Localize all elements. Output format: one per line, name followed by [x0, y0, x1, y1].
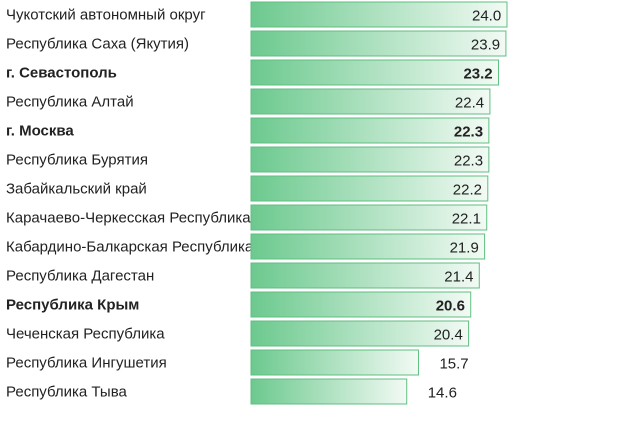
value-label: 20.4 — [434, 327, 463, 344]
category-label: Республика Саха (Якутия) — [6, 36, 189, 53]
value-label: 22.3 — [454, 153, 483, 170]
bar — [250, 59, 499, 86]
category-label: г. Севастополь — [6, 65, 117, 82]
category-label: Республика Ингушетия — [6, 355, 167, 372]
bar — [250, 175, 489, 202]
value-label: 24.0 — [472, 8, 501, 25]
category-label: г. Москва — [6, 123, 74, 140]
bar — [250, 320, 470, 347]
bar — [250, 233, 486, 260]
value-label: 20.6 — [436, 298, 465, 315]
category-label: Республика Крым — [6, 297, 139, 314]
value-label: 15.7 — [439, 356, 468, 373]
bar — [250, 349, 419, 376]
value-label: 22.3 — [454, 124, 483, 141]
value-label: 21.4 — [444, 269, 473, 286]
category-label: Кабардино-Балкарская Республика — [6, 239, 254, 256]
category-label: Карачаево-Черкесская Республика — [6, 210, 251, 227]
bar — [250, 117, 490, 144]
category-label: Чукотский автономный округ — [6, 7, 206, 24]
category-label: Республика Алтай — [6, 94, 134, 111]
value-label: 21.9 — [450, 240, 479, 257]
chart-rows: Чукотский автономный округ 24.0 Республика… — [6, 1, 508, 405]
bar — [250, 30, 507, 57]
bar — [250, 262, 480, 289]
category-label: Забайкальский край — [6, 181, 147, 198]
category-label: Республика Бурятия — [6, 152, 148, 169]
bar — [250, 204, 488, 231]
value-label: 23.9 — [471, 37, 500, 54]
bar — [250, 378, 408, 405]
category-label: Республика Тыва — [6, 384, 128, 401]
value-label: 22.4 — [455, 95, 484, 112]
category-label: Республика Дагестан — [6, 268, 154, 285]
value-label: 22.2 — [453, 182, 482, 199]
value-label: 23.2 — [463, 66, 492, 83]
bar — [250, 146, 490, 173]
bar — [250, 1, 508, 28]
category-label: Чеченская Республика — [6, 326, 165, 343]
bar — [250, 291, 472, 318]
value-label: 22.1 — [452, 211, 481, 228]
value-label: 14.6 — [428, 385, 457, 402]
bar — [250, 88, 491, 115]
